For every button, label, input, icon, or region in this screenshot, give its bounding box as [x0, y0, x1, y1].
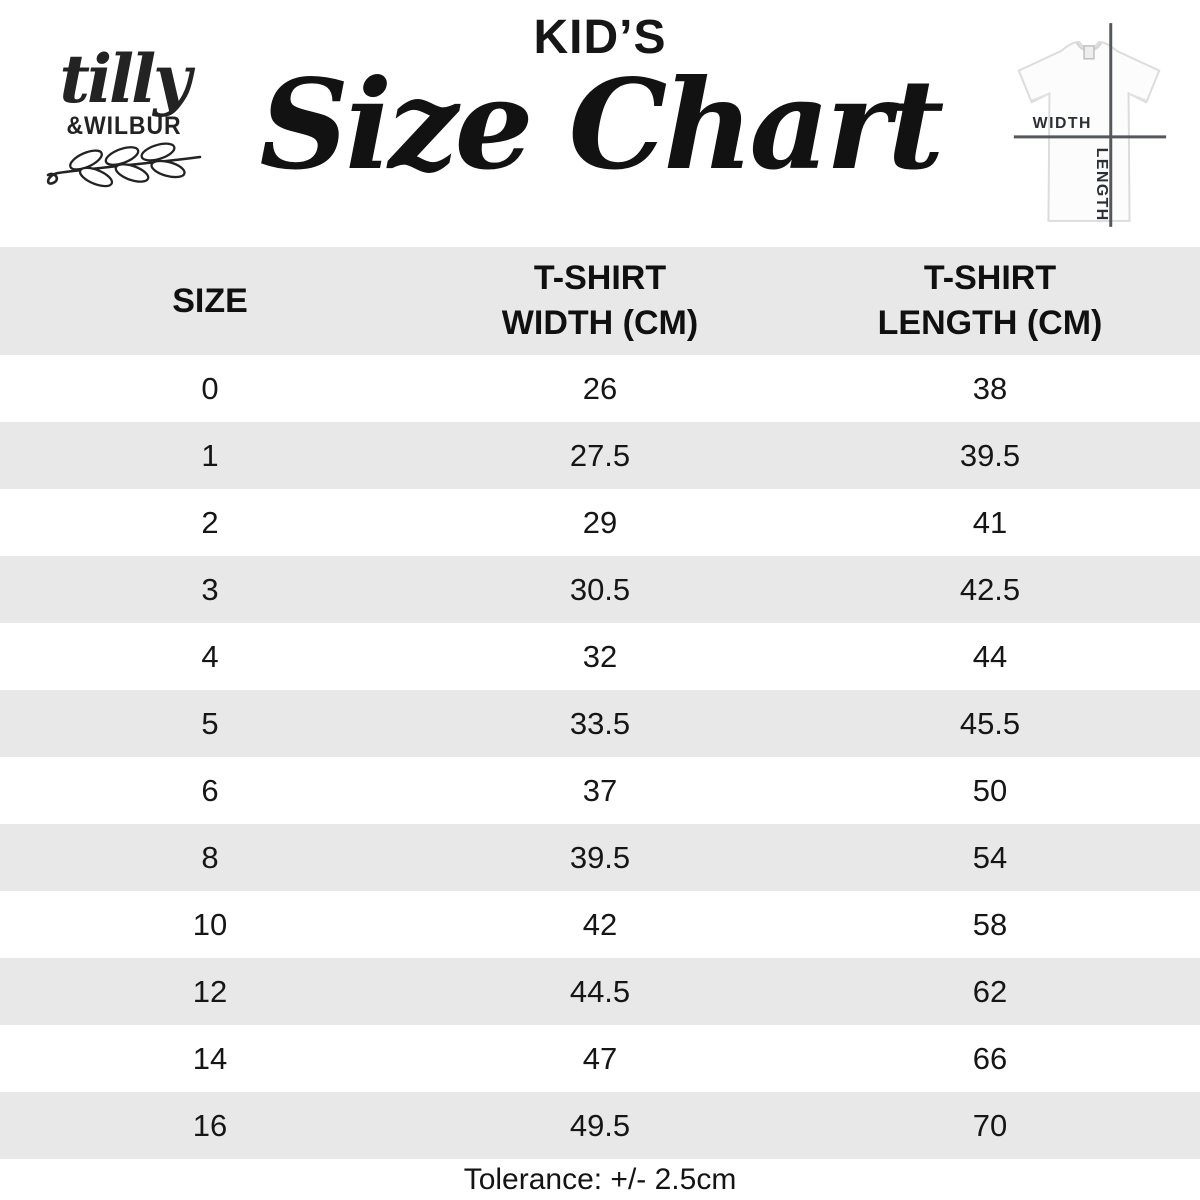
table-row: 4 32 44	[0, 623, 1200, 690]
column-header-line: LENGTH (CM)	[877, 304, 1103, 342]
length-cell: 38	[972, 370, 1008, 406]
width-cell: 29	[582, 504, 618, 540]
width-cell: 33.5	[569, 705, 631, 741]
brand-name-script: tilly	[59, 40, 191, 118]
width-label: WIDTH	[1033, 115, 1092, 132]
size-cell: 5	[201, 705, 219, 741]
length-cell: 42.5	[959, 571, 1021, 607]
table-row: 2 29 41	[0, 489, 1200, 556]
tshirt-diagram: WIDTH LENGTH	[1000, 16, 1178, 243]
size-cell: 2	[201, 504, 219, 540]
column-header-length: T-SHIRT LENGTH (CM)	[780, 247, 1200, 355]
column-header-line: SIZE	[172, 281, 248, 320]
length-cell: 70	[972, 1107, 1008, 1143]
length-cell: 45.5	[959, 705, 1021, 741]
neck-tag	[1083, 45, 1095, 60]
width-cell: 32	[582, 638, 618, 674]
size-cell: 6	[201, 772, 219, 808]
table-row: 8 39.5 54	[0, 824, 1200, 891]
width-cell: 30.5	[569, 571, 631, 607]
size-cell: 3	[201, 571, 219, 607]
table-row: 14 47 66	[0, 1025, 1200, 1092]
size-cell: 1	[201, 437, 219, 473]
table-row: 5 33.5 45.5	[0, 690, 1200, 757]
column-header-width: T-SHIRT WIDTH (CM)	[420, 247, 780, 355]
length-cell: 39.5	[959, 437, 1021, 473]
table-row: 0 26 38	[0, 355, 1200, 422]
column-header-line: WIDTH (CM)	[501, 304, 699, 342]
column-header-line: T-SHIRT	[923, 259, 1057, 298]
width-cell: 39.5	[569, 839, 631, 875]
table-row: 10 42 58	[0, 891, 1200, 958]
brand-logo: tilly &WILBUR	[36, 46, 212, 197]
length-cell: 58	[972, 906, 1008, 942]
table-row: 6 37 50	[0, 757, 1200, 824]
kids-label: KID’S	[533, 11, 667, 64]
size-cell: 14	[192, 1040, 228, 1076]
length-cell: 54	[972, 839, 1008, 875]
size-cell: 10	[192, 906, 228, 942]
laurel-branch-icon	[46, 142, 202, 188]
length-cell: 66	[972, 1040, 1008, 1076]
column-header-size: SIZE	[0, 247, 420, 355]
page-title: Size Chart	[259, 53, 945, 198]
width-cell: 47	[582, 1040, 618, 1076]
column-header-line: T-SHIRT	[533, 259, 667, 298]
tshirt-measure-icon: WIDTH LENGTH	[1013, 23, 1167, 227]
size-cell: 0	[201, 370, 219, 406]
tolerance-note: Tolerance: +/- 2.5cm	[463, 1162, 737, 1196]
width-cell: 42	[582, 906, 618, 942]
width-cell: 44.5	[569, 973, 631, 1009]
size-cell: 8	[201, 839, 219, 875]
header: tilly &WILBUR KID’S Size Chart	[0, 0, 1200, 247]
size-cell: 12	[192, 973, 228, 1009]
length-cell: 50	[972, 772, 1008, 808]
size-cell: 4	[201, 638, 219, 674]
table-row: 3 30.5 42.5	[0, 556, 1200, 623]
size-cell: 16	[192, 1107, 228, 1143]
size-table: SIZE T-SHIRT WIDTH (CM) T-SHIRT LENGTH (…	[0, 247, 1200, 1159]
width-cell: 37	[582, 772, 618, 808]
table-header-row: SIZE T-SHIRT WIDTH (CM) T-SHIRT LENGTH (…	[0, 247, 1200, 355]
length-cell: 44	[972, 638, 1008, 674]
brand-name-caps: &WILBUR	[66, 112, 182, 140]
length-cell: 41	[972, 504, 1008, 540]
length-cell: 62	[972, 973, 1008, 1009]
length-label: LENGTH	[1093, 148, 1110, 222]
table-row: 16 49.5 70	[0, 1092, 1200, 1159]
width-cell: 27.5	[569, 437, 631, 473]
table-row: 12 44.5 62	[0, 958, 1200, 1025]
width-cell: 49.5	[569, 1107, 631, 1143]
table-row: 1 27.5 39.5	[0, 422, 1200, 489]
width-cell: 26	[582, 370, 618, 406]
